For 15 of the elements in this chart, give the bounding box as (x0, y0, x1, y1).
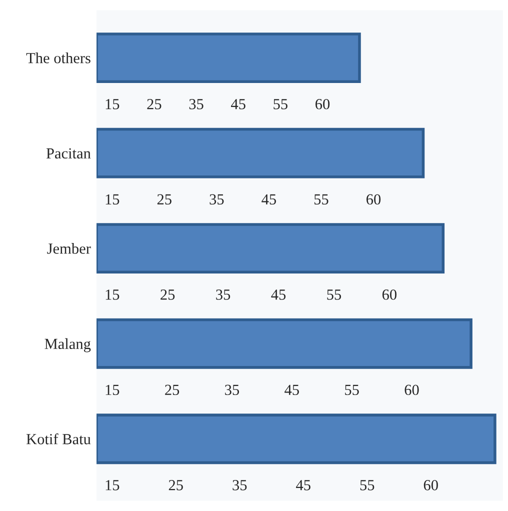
text: 15 25 35 45 55 60 (106, 289, 396, 300)
bar (96, 414, 496, 464)
text: 15 25 35 45 55 60 (106, 384, 419, 396)
text: 15 25 35 45 55 60 (106, 98, 330, 110)
text: 15 25 35 45 55 60 (106, 194, 381, 205)
y-tick-label: Pacitan (46, 148, 91, 159)
text: 15 25 35 45 55 60 (106, 480, 438, 490)
bar (96, 128, 425, 178)
y-tick-label: Malang (44, 338, 91, 352)
y-tick-label: Kotif Batu (26, 433, 91, 444)
bar (96, 32, 361, 84)
y-tick-label: Jember (47, 243, 91, 254)
bar (96, 318, 472, 369)
y-tick-label: The others (26, 52, 90, 64)
bar (96, 223, 445, 274)
